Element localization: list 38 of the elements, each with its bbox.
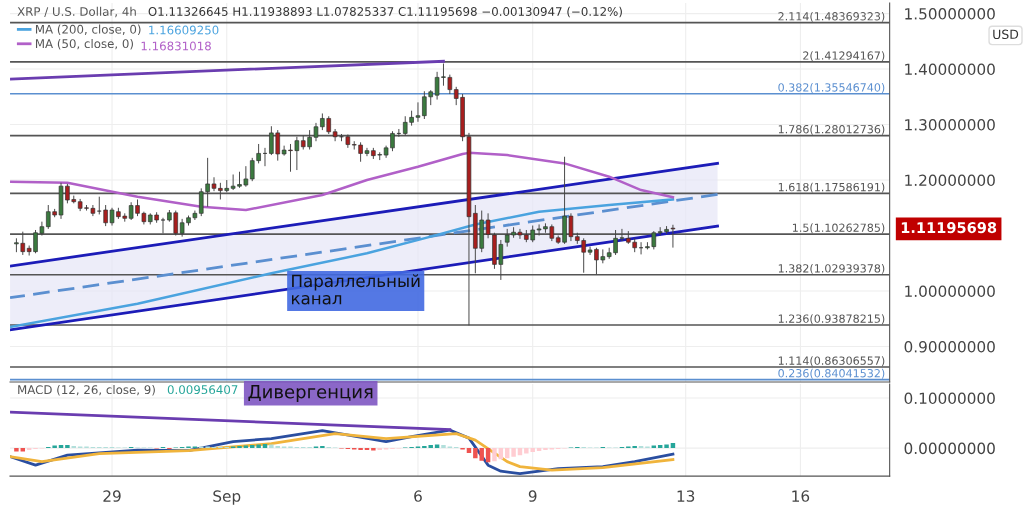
text: 1.11195698 [901,222,997,234]
ref-line-label: 1.5(1.10262785) [792,223,885,234]
annotation: 1.16831018 [141,41,211,51]
x-tick-label: 29 [103,490,121,502]
annotation: O1.11326645 H1.11938893 L1.07825337 C1.11195698 −0.00130947 (−0.12%) [148,6,622,18]
annotation: 0.00956407 [167,385,238,395]
chart-title: XRP / U.S. Dollar, 4h [17,6,136,18]
y-tick-label: 1.40000000 [905,63,995,76]
y-tick-label: 0.10000000 [904,392,995,405]
ref-line-label: 1.618(1.17586191) [778,182,885,193]
annotation: Параллельный канал [292,274,420,305]
x-tick-label: 6 [414,490,422,502]
annotation: Дивергенция [248,385,373,402]
legend-label: MA (200, close, 0) [35,24,141,36]
chart-title: MACD (12, 26, close, 9) [18,384,155,396]
ref-line-label: 0.382(1.35546740) [778,83,885,93]
text: USD [993,29,1019,40]
ref-line-label: 0.236(0.84041532) [778,368,885,379]
y-tick-label: 1.20000000 [905,174,995,187]
y-tick-label: 0.90000000 [904,340,995,353]
ref-line-label: 1.236(0.93878215) [778,314,885,325]
y-tick-label: 0.00000000 [904,442,995,455]
y-tick-label: 1.50000000 [905,8,995,20]
x-tick-label: 13 [677,490,695,502]
ref-line-label: 2.114(1.48369323) [778,11,885,22]
legend-label: MA (50, close, 0) [35,38,133,50]
candlestick [332,128,338,142]
annotation: 1.16609250 [149,25,219,35]
ref-line-label: 2(1.41294167) [803,51,885,62]
ref-line-label: 1.786(1.28012736) [778,124,885,135]
candlestick [160,217,166,234]
x-tick-label: 9 [528,490,537,502]
x-tick-label: 16 [792,490,810,502]
y-tick-label: 1.30000000 [905,119,995,131]
x-tick-label: Sep [213,490,241,505]
ref-line-label: 1.114(0.86306557) [778,356,885,367]
ref-line-label: 1.382(1.02939378) [778,263,885,274]
y-tick-label: 1.00000000 [905,285,995,298]
